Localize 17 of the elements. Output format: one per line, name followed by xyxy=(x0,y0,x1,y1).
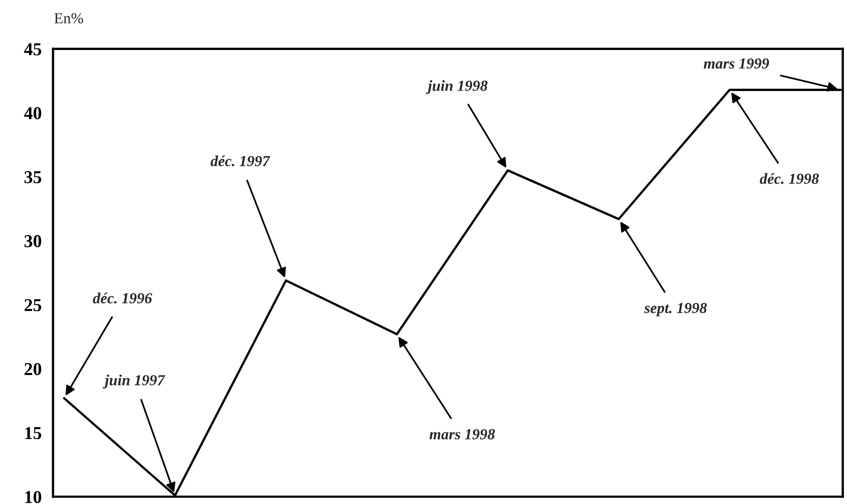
y-tick-label: 40 xyxy=(24,107,42,120)
annotation: déc. 1997 xyxy=(210,155,270,166)
annotation: mars 1998 xyxy=(430,429,495,440)
y-tick-label: 10 xyxy=(25,490,42,504)
y-axis-title: En% xyxy=(54,13,84,24)
annotation: juin 1998 xyxy=(426,80,488,94)
y-tick-label: 35 xyxy=(24,171,42,184)
y-tick-label: 20 xyxy=(24,363,42,376)
y-tick-label: 25 xyxy=(24,299,42,312)
y-tick-label: 45 xyxy=(24,43,42,56)
annotation: déc. 1996 xyxy=(92,292,152,304)
annotation: sept. 1998 xyxy=(644,302,707,316)
annotation: déc. 1998 xyxy=(760,173,819,184)
annotation: mars 1999 xyxy=(704,58,770,69)
y-tick-label: 15 xyxy=(25,427,42,440)
y-tick-label: 30 xyxy=(24,235,42,248)
annotation: juin 1997 xyxy=(102,374,166,388)
